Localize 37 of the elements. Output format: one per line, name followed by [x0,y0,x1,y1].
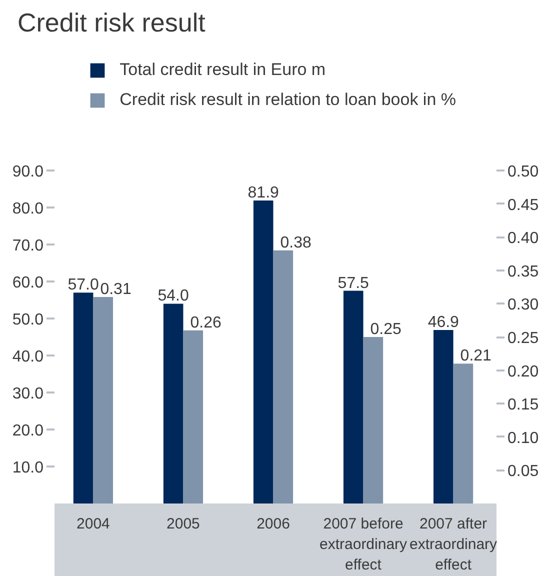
data-label: 0.21 [460,348,492,365]
y-tick-label: 50.0 [12,312,44,328]
data-label: 57.5 [338,274,370,292]
y-tick-label: 30.0 [12,386,44,402]
y-tick-label: 20.0 [12,422,44,440]
x-tick-label: 2007 after extraordinary effect [410,516,498,574]
y-tick-label: 90.0 [12,164,44,180]
y2-tick-label: 0.10 [508,430,539,447]
data-label: 54.0 [158,288,189,305]
data-label: 46.9 [428,314,460,331]
y2-tick-label: 0.25 [508,330,539,347]
y2-tick-label: 0.15 [508,396,539,414]
chart-title: Credit risk result [18,8,206,38]
data-label: 81.9 [248,184,280,202]
y-tick-label: 40.0 [12,348,44,366]
legend-label: Credit risk result in relation to loan book in % [120,90,456,110]
x-tick-label: 2004 [76,516,110,532]
y-tick-label: 70.0 [12,238,44,254]
x-tick-label: 2007 before extraordinary effect [320,516,408,574]
y2-tick-label: 0.40 [508,230,539,248]
y2-tick-label: 0.30 [508,296,539,314]
data-label: 0.31 [100,281,132,298]
x-tick-label: 2005 [166,516,200,532]
data-label: 0.26 [190,314,222,332]
data-label: 0.38 [280,234,312,252]
y2-tick-label: 0.45 [508,196,539,214]
y2-tick-label: 0.05 [508,463,539,480]
y2-tick-label: 0.50 [508,164,539,180]
data-label: 57.0 [68,276,99,294]
legend-label: Total credit result in Euro m [120,60,326,80]
y-tick-label: 80.0 [12,200,44,218]
y2-tick-label: 0.20 [508,363,539,380]
y2-tick-label: 0.35 [508,263,539,280]
x-tick-label: 2006 [256,516,290,532]
y-tick-label: 60.0 [12,274,44,292]
data-label: 0.25 [370,321,402,338]
y-tick-label: 10.0 [12,460,44,476]
